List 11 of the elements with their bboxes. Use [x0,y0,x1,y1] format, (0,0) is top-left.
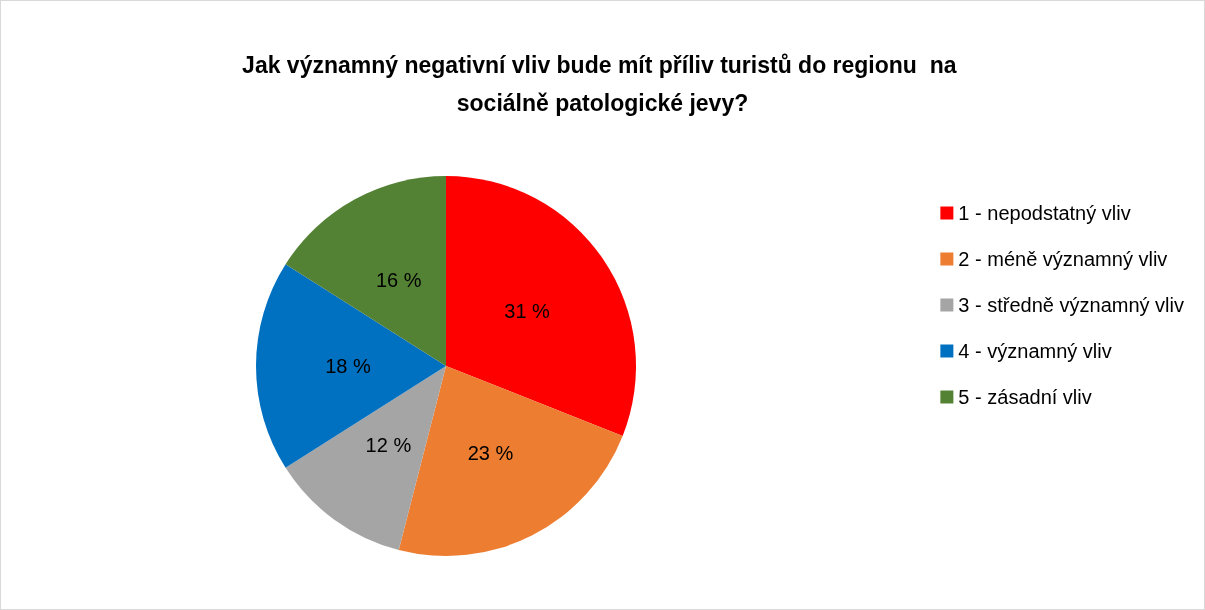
chart-title: Jak významný negativní vliv bude mít příliv turistů do regionu na sociálně patologické jevy? [242,52,963,116]
legend-label: 2 - méně významný vliv [958,248,1168,270]
data-label: 16 % [375,269,422,292]
legend-label: 3 - středně významný vliv [958,294,1185,316]
data-label: 12 % [365,434,412,457]
legend-label: 4 - významný vliv [958,340,1112,362]
data-label: 23 % [467,442,514,465]
legend-label: 5 - zásadní vliv [958,386,1092,408]
legend-label: 1 - nepodstatný vliv [958,202,1131,224]
data-label: 31 % [504,299,551,322]
data-label: 18 % [325,355,372,377]
